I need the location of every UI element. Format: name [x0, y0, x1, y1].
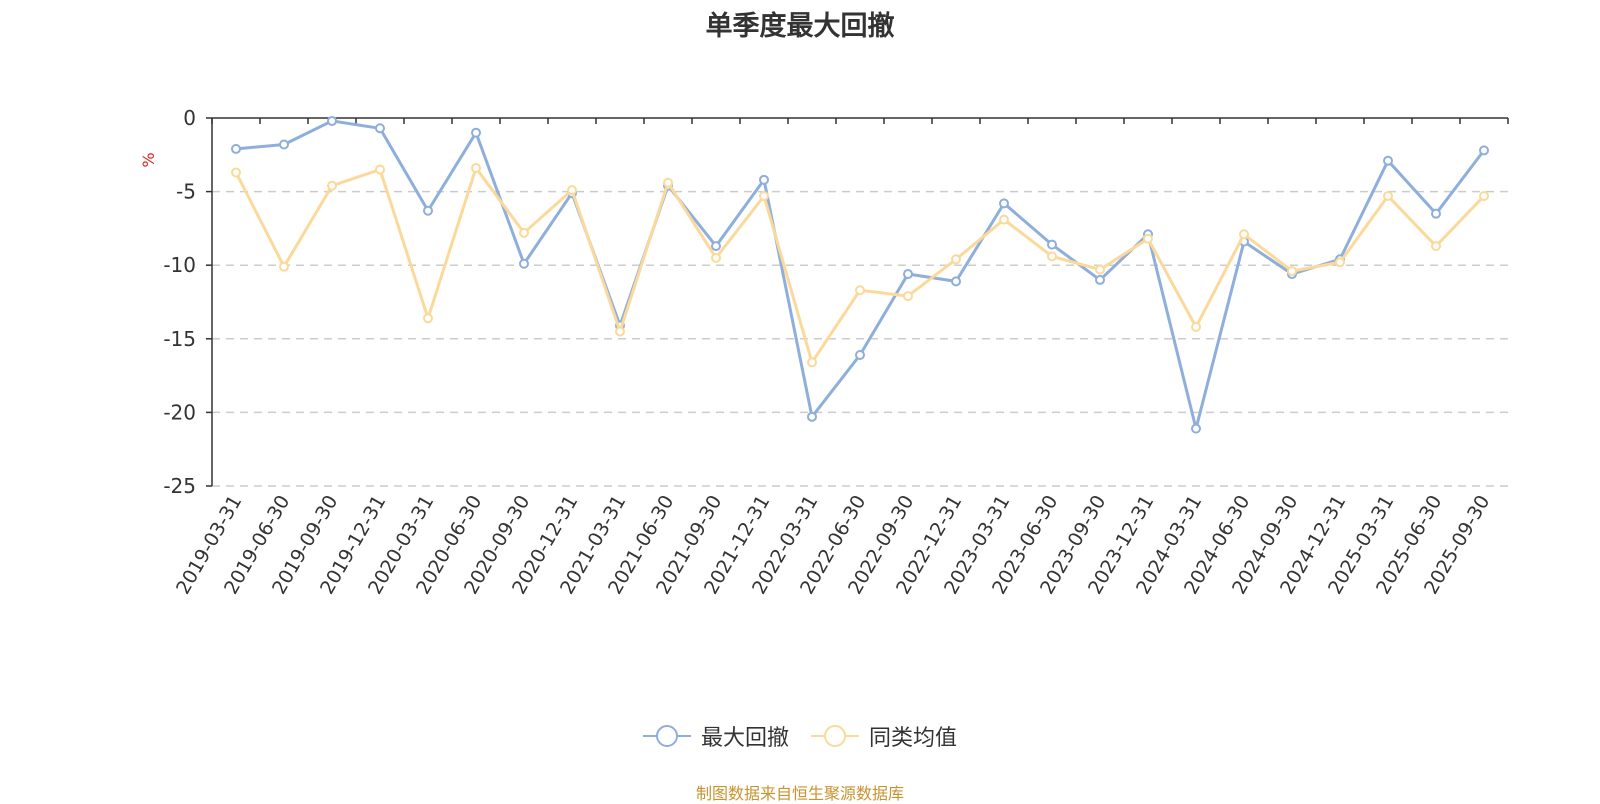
- data-point[interactable]: [1383, 191, 1393, 202]
- grid-layer: [212, 190, 1508, 487]
- data-point[interactable]: [855, 349, 865, 360]
- data-point[interactable]: [423, 313, 433, 324]
- data-point[interactable]: [1431, 208, 1441, 219]
- data-point[interactable]: [999, 214, 1009, 225]
- legend-marker-icon: [811, 725, 859, 747]
- y-tick-label: -10: [163, 253, 196, 277]
- data-point[interactable]: [1479, 145, 1489, 156]
- data-point[interactable]: [279, 261, 289, 272]
- y-tick-label: -15: [163, 327, 196, 351]
- y-tick-label: 0: [183, 106, 196, 130]
- data-point[interactable]: [1191, 423, 1201, 434]
- data-point[interactable]: [1191, 322, 1201, 333]
- data-point[interactable]: [231, 167, 241, 178]
- data-point[interactable]: [711, 252, 721, 263]
- data-point[interactable]: [1335, 257, 1345, 268]
- data-point[interactable]: [999, 198, 1009, 209]
- data-point[interactable]: [279, 139, 289, 150]
- data-point[interactable]: [327, 115, 337, 126]
- data-point[interactable]: [519, 227, 529, 238]
- data-point[interactable]: [1047, 239, 1057, 250]
- series-2: [231, 163, 1489, 368]
- axis-layer: 0-5-10-15-20-252019-03-312019-06-302019-…: [163, 106, 1509, 598]
- data-point[interactable]: [327, 180, 337, 191]
- data-point[interactable]: [567, 185, 577, 196]
- data-point[interactable]: [903, 291, 913, 302]
- data-point[interactable]: [807, 411, 817, 422]
- series-layer: [231, 115, 1489, 434]
- data-point[interactable]: [759, 191, 769, 202]
- series-1: [231, 115, 1489, 434]
- y-tick-label: -20: [163, 400, 196, 424]
- data-point[interactable]: [471, 163, 481, 174]
- data-point[interactable]: [711, 241, 721, 252]
- data-point[interactable]: [231, 143, 241, 154]
- data-point[interactable]: [951, 276, 961, 287]
- data-point[interactable]: [1095, 274, 1105, 285]
- data-point[interactable]: [1383, 155, 1393, 166]
- data-point[interactable]: [1143, 233, 1153, 244]
- chart-title: 单季度最大回撤: [705, 11, 895, 42]
- data-point[interactable]: [663, 177, 673, 188]
- data-point[interactable]: [1287, 266, 1297, 277]
- legend-label: 同类均值: [869, 726, 958, 751]
- legend-marker-icon: [642, 725, 691, 747]
- data-point[interactable]: [951, 254, 961, 265]
- data-point[interactable]: [375, 123, 385, 134]
- data-point[interactable]: [1239, 229, 1249, 240]
- legend: 最大回撤 同类均值: [0, 720, 1600, 752]
- data-point[interactable]: [855, 285, 865, 296]
- data-point[interactable]: [471, 127, 481, 138]
- legend-item-1[interactable]: 最大回撤: [642, 720, 789, 752]
- data-point[interactable]: [807, 357, 817, 368]
- data-point[interactable]: [1095, 264, 1105, 275]
- y-tick-label: -25: [163, 474, 196, 498]
- data-point[interactable]: [1047, 251, 1057, 262]
- data-point[interactable]: [1479, 191, 1489, 202]
- source-note: 制图数据来自恒生聚源数据库: [695, 784, 904, 803]
- legend-item-2[interactable]: 同类均值: [811, 720, 957, 752]
- data-point[interactable]: [615, 326, 625, 337]
- data-point[interactable]: [375, 164, 385, 175]
- data-point[interactable]: [1431, 241, 1441, 252]
- data-point[interactable]: [759, 174, 769, 185]
- data-point[interactable]: [519, 258, 529, 269]
- legend-label: 最大回撤: [700, 726, 789, 751]
- y-tick-label: -5: [176, 180, 196, 204]
- y-axis-unit-label: %: [139, 152, 158, 167]
- data-point[interactable]: [903, 269, 913, 280]
- data-point[interactable]: [423, 205, 433, 216]
